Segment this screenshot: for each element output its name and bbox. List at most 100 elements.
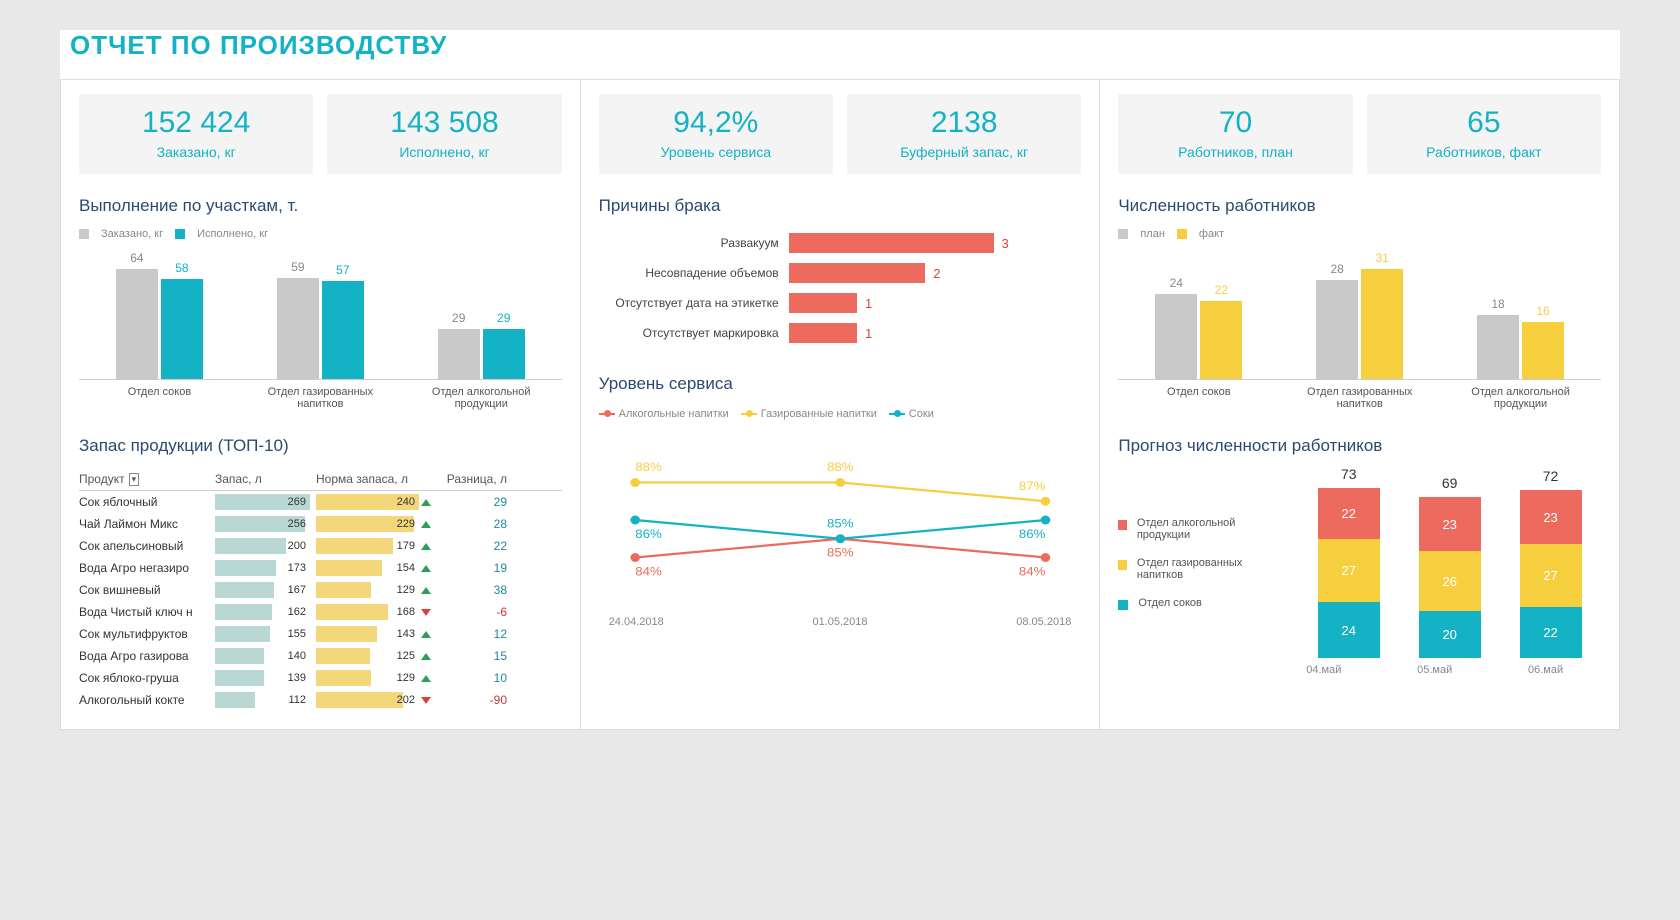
- cell-diff: -6: [437, 605, 507, 619]
- defect-bar: [789, 233, 994, 253]
- kpi-row: 152 424 Заказано, кг 143 508 Исполнено, …: [79, 94, 562, 174]
- defect-value: 2: [933, 266, 940, 281]
- defect-value: 3: [1002, 236, 1009, 251]
- table-row: Чай Лаймон Микс 256 229 28: [79, 513, 562, 535]
- group-labels: Отдел соковОтдел газированных напитковОт…: [79, 386, 562, 410]
- cell-diff: 10: [437, 671, 507, 685]
- kpi-card: 2138 Буферный запас, кг: [847, 94, 1081, 174]
- kpi-value: 2138: [853, 106, 1075, 140]
- svg-text:84%: 84%: [1019, 564, 1046, 578]
- report-title: ОТЧЕТ ПО ПРОИЗВОДСТВУ: [60, 30, 1620, 79]
- defect-row: Несовпадение объемов 2: [599, 258, 1082, 288]
- x-tick: 04.май: [1293, 664, 1355, 676]
- legend-item: Отдел соков: [1118, 597, 1268, 610]
- legend-item: Газированные напитки: [741, 408, 877, 420]
- cell-name: Вода Агро газирова: [79, 649, 209, 663]
- kpi-label: Уровень сервиса: [605, 144, 827, 160]
- bar-group: 64 58: [116, 269, 203, 379]
- x-tick: 01.05.2018: [812, 616, 867, 628]
- cell-norm: 154: [316, 560, 431, 576]
- group-label: Отдел соков: [1118, 386, 1279, 410]
- trend-down-icon: [421, 697, 431, 704]
- col-stock: Запас, л: [215, 472, 310, 486]
- table-row: Алкогольный кокте 112 202 -90: [79, 689, 562, 711]
- legend-item: Отдел газированных напитков: [1118, 557, 1268, 581]
- stack-total: 72: [1520, 468, 1582, 484]
- kpi-row: 70 Работников, план 65 Работников, факт: [1118, 94, 1601, 174]
- table-row: Сок мультифруктов 155 143 12: [79, 623, 562, 645]
- kpi-value: 152 424: [85, 106, 307, 140]
- cell-name: Сок вишневый: [79, 583, 209, 597]
- kpi-label: Буферный запас, кг: [853, 144, 1075, 160]
- stacked-bar-chart: Отдел алкогольной продукции Отдел газиров…: [1118, 468, 1601, 658]
- bar-fact: 22: [1200, 301, 1242, 379]
- svg-text:86%: 86%: [635, 526, 662, 540]
- cell-diff: 12: [437, 627, 507, 641]
- filter-icon[interactable]: ▾: [129, 473, 140, 486]
- defect-value: 1: [865, 326, 872, 341]
- col-diff: Разница, л: [437, 472, 507, 486]
- cell-norm: 202: [316, 692, 431, 708]
- group-label: Отдел газированных напитков: [240, 386, 401, 410]
- bar-plan: 59: [277, 278, 319, 379]
- cell-norm: 143: [316, 626, 431, 642]
- cell-norm: 125: [316, 648, 431, 664]
- cell-stock: 256: [215, 516, 310, 532]
- stack-segment: 22: [1520, 607, 1582, 658]
- stack-column: 73242722: [1318, 488, 1380, 658]
- x-tick: 24.04.2018: [609, 616, 664, 628]
- x-axis: 24.04.201801.05.201808.05.2018: [599, 616, 1082, 628]
- kpi-label: Исполнено, кг: [333, 144, 555, 160]
- svg-text:87%: 87%: [1019, 478, 1046, 492]
- svg-text:86%: 86%: [1019, 526, 1046, 540]
- cell-stock: 155: [215, 626, 310, 642]
- panels: 152 424 Заказано, кг 143 508 Исполнено, …: [60, 79, 1620, 730]
- stack-segment: 27: [1318, 539, 1380, 602]
- cell-name: Сок яблоко-груша: [79, 671, 209, 685]
- section-title: Прогноз численности работников: [1118, 436, 1601, 456]
- bar-group: 59 57: [277, 278, 364, 379]
- cell-name: Сок апельсиновый: [79, 539, 209, 553]
- legend-item: Отдел алкогольной продукции: [1118, 517, 1268, 541]
- group-label: Отдел соков: [79, 386, 240, 410]
- bar-fact: 58: [161, 279, 203, 379]
- stack-segment: 20: [1419, 611, 1481, 658]
- cell-norm: 129: [316, 582, 431, 598]
- trend-up-icon: [421, 675, 431, 682]
- stack-segment: 23: [1419, 497, 1481, 551]
- section-title: Численность работников: [1118, 196, 1601, 216]
- section-title: Причины брака: [599, 196, 1082, 216]
- report: ОТЧЕТ ПО ПРОИЗВОДСТВУ 152 424 Заказано, …: [60, 30, 1620, 730]
- legend-item: план: [1118, 228, 1165, 240]
- kpi-row: 94,2% Уровень сервиса 2138 Буферный запа…: [599, 94, 1082, 174]
- stack-segment: 23: [1520, 490, 1582, 544]
- cell-diff: 28: [437, 517, 507, 531]
- defect-bar: [789, 293, 857, 313]
- table-row: Сок апельсиновый 200 179 22: [79, 535, 562, 557]
- cell-norm: 240: [316, 494, 431, 510]
- cell-name: Чай Лаймон Микс: [79, 517, 209, 531]
- svg-text:85%: 85%: [827, 516, 854, 530]
- group-label: Отдел алкогольной продукции: [1440, 386, 1601, 410]
- stack-total: 69: [1419, 475, 1481, 491]
- cell-norm: 168: [316, 604, 431, 620]
- cell-stock: 139: [215, 670, 310, 686]
- cell-stock: 112: [215, 692, 310, 708]
- service-line-chart: 84%85%84%88%88%87%86%85%86%: [599, 430, 1082, 610]
- stack-segment: 27: [1520, 544, 1582, 607]
- group-label: Отдел алкогольной продукции: [401, 386, 562, 410]
- legend-item: Соки: [889, 408, 934, 420]
- cell-name: Сок яблочный: [79, 495, 209, 509]
- trend-up-icon: [421, 631, 431, 638]
- defect-bar: [789, 263, 926, 283]
- kpi-label: Заказано, кг: [85, 144, 307, 160]
- trend-up-icon: [421, 543, 431, 550]
- kpi-label: Работников, план: [1124, 144, 1346, 160]
- cell-norm: 229: [316, 516, 431, 532]
- cell-diff: 19: [437, 561, 507, 575]
- bar-plan: 18: [1477, 315, 1519, 379]
- legend: Заказано, кгИсполнено, кг: [79, 228, 562, 242]
- trend-up-icon: [421, 653, 431, 660]
- bar-plan: 24: [1155, 294, 1197, 379]
- defect-row: Развакуум 3: [599, 228, 1082, 258]
